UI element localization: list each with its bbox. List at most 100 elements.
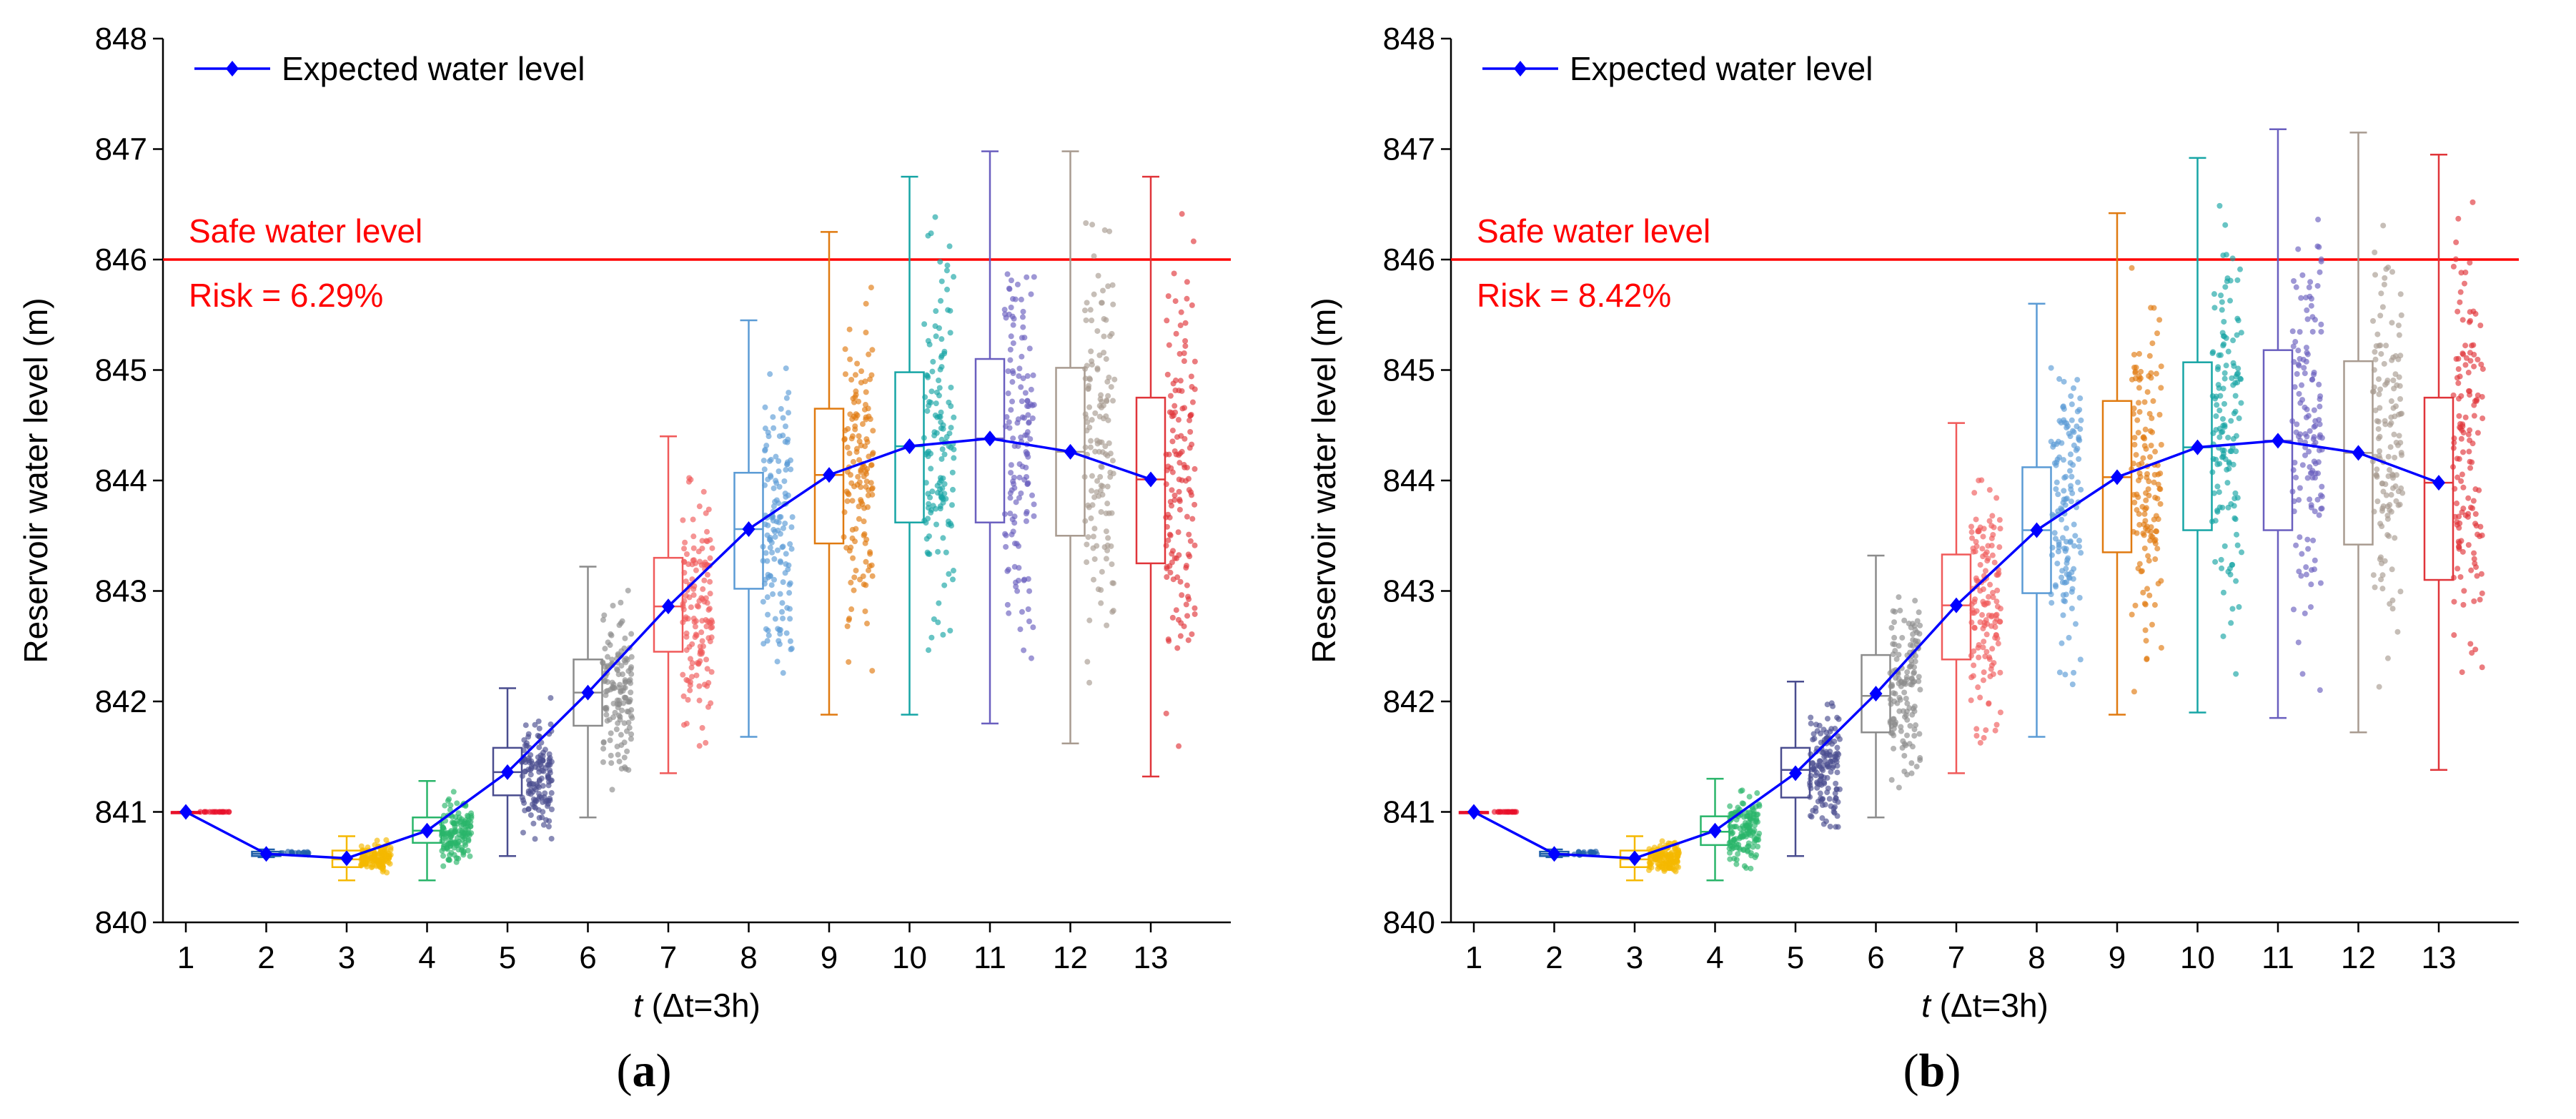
scatter-point — [1192, 611, 1198, 617]
scatter-point — [1831, 763, 1837, 769]
scatter-point — [951, 274, 957, 280]
scatter-point — [1977, 561, 1983, 568]
scatter-point — [1983, 617, 1989, 623]
scatter-point — [693, 631, 699, 638]
scatter-point — [2450, 392, 2457, 398]
scatter-point — [698, 595, 705, 601]
scatter-point — [852, 426, 858, 433]
scatter-point — [2296, 363, 2302, 369]
scatter-point — [689, 674, 695, 680]
scatter-point — [1020, 308, 1026, 315]
scatter-point — [859, 421, 866, 428]
scatter-point — [615, 684, 622, 691]
scatter-point — [623, 694, 629, 701]
scatter-point — [2379, 560, 2385, 566]
scatter-point — [937, 475, 943, 481]
scatter-point — [789, 514, 796, 521]
scatter-point — [1016, 474, 1023, 480]
scatter-point — [780, 615, 786, 621]
scatter-point — [766, 458, 773, 464]
scatter-point — [922, 394, 928, 400]
scatter-point — [2389, 606, 2396, 612]
scatter-point — [2071, 543, 2077, 549]
scatter-point — [2139, 503, 2146, 510]
scatter-point — [2069, 588, 2075, 595]
scatter-point — [2216, 202, 2223, 209]
scatter-point — [2397, 588, 2404, 595]
scatter-point — [2467, 358, 2474, 364]
scatter-point — [625, 766, 632, 773]
scatter-point — [2395, 356, 2402, 363]
expected-marker — [1467, 804, 1480, 820]
scatter-point — [1099, 483, 1106, 490]
scatter-point — [2314, 243, 2321, 250]
scatter-point — [787, 541, 793, 547]
scatter-point — [1177, 378, 1184, 384]
scatter-point — [1110, 301, 1116, 307]
scatter-point — [1177, 633, 1184, 639]
scatter-point — [773, 478, 779, 484]
scatter-point — [542, 790, 548, 797]
scatter-point — [1994, 603, 2001, 610]
scatter-point — [941, 348, 948, 355]
scatter-point — [1172, 298, 1179, 305]
scatter-point — [1988, 666, 1994, 672]
scatter-point — [2377, 386, 2384, 393]
scatter-point — [1023, 518, 1029, 524]
scatter-point — [2144, 523, 2150, 530]
x-tick-label: 12 — [1053, 940, 1088, 975]
expected-marker — [2030, 522, 2044, 538]
scatter-point — [1970, 545, 1976, 551]
scatter-point — [1176, 460, 1183, 466]
scatter-point — [787, 580, 793, 586]
scatter-point — [2060, 403, 2066, 410]
scatter-point — [1176, 506, 1183, 513]
scatter-point — [1004, 568, 1011, 574]
scatter-point — [2302, 452, 2309, 458]
scatter-point — [2064, 579, 2070, 586]
scatter-point — [2131, 405, 2137, 412]
scatter-point — [1826, 796, 1833, 802]
scatter-point — [2451, 632, 2457, 639]
scatter-point — [2235, 317, 2241, 324]
scatter-point — [615, 720, 621, 726]
scatter-point — [2378, 290, 2384, 297]
scatter-point — [2071, 521, 2077, 528]
scatter-point — [2234, 531, 2240, 538]
scatter-point — [1730, 842, 1737, 848]
scatter-point — [779, 600, 786, 606]
scatter-point — [2228, 620, 2234, 626]
scatter-point — [615, 712, 622, 719]
scatter-point — [521, 800, 527, 807]
scatter-point — [849, 433, 856, 440]
scatter-point — [1993, 495, 2000, 501]
scatter-point — [761, 581, 768, 587]
scatter-point — [1659, 838, 1665, 844]
y-axis-title: Reservoir water level (m) — [1305, 297, 1342, 663]
scatter-point — [2060, 612, 2066, 618]
scatter-point — [1972, 596, 1978, 603]
scatter-point — [2297, 534, 2303, 541]
scatter-point — [701, 577, 708, 583]
scatter-point — [618, 599, 624, 606]
scatter-point — [1731, 837, 1738, 843]
scatter-point — [2455, 366, 2462, 373]
scatter-point — [2071, 566, 2077, 572]
scatter-point — [625, 699, 632, 705]
scatter-point — [2228, 418, 2234, 424]
scatter-point — [600, 759, 606, 765]
scatter-point — [1094, 327, 1101, 334]
scatter-point — [1107, 469, 1114, 475]
scatter-point — [1008, 462, 1014, 468]
scatter-point — [2475, 356, 2481, 363]
scatter-point — [1808, 776, 1814, 782]
scatter-point — [703, 617, 709, 623]
scatter-point — [1099, 300, 1105, 306]
scatter-point — [704, 666, 710, 672]
scatter-point — [1024, 373, 1031, 379]
scatter-point — [1018, 296, 1024, 302]
scatter-point — [608, 730, 614, 736]
scatter-point — [848, 544, 854, 551]
scatter-point — [2056, 418, 2063, 424]
scatter-point — [2220, 589, 2226, 596]
